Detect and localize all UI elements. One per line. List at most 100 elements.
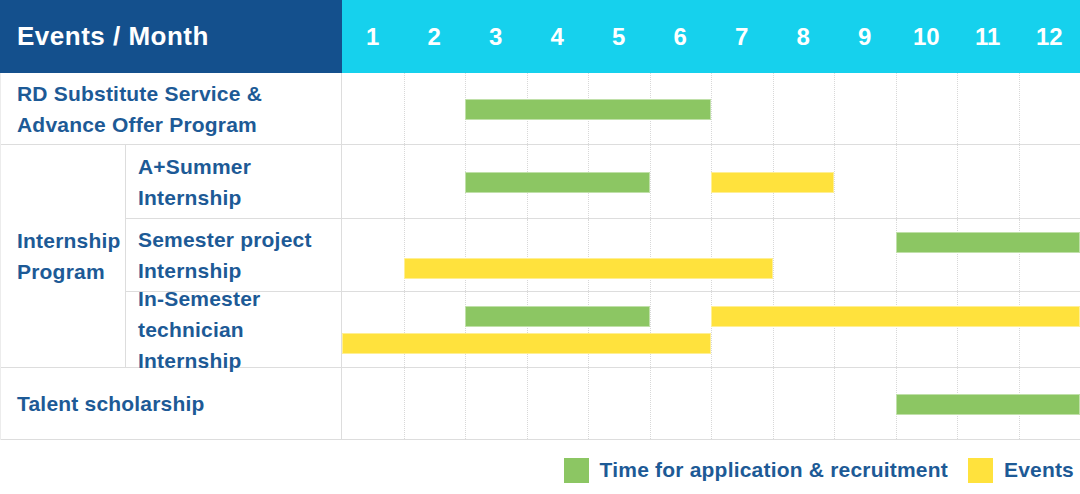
row-label: Talent scholarship — [1, 368, 342, 439]
group-rows: A+SummerInternshipSemester projectIntern… — [126, 145, 1080, 367]
month-label-2: 2 — [404, 0, 466, 73]
month-grid-line — [465, 368, 466, 439]
event-subrow: In-Semestertechnician Internship — [126, 292, 1080, 367]
month-grid-line — [834, 368, 835, 439]
month-label-7: 7 — [711, 0, 773, 73]
timeline-cell — [342, 368, 1080, 439]
month-grid-line — [896, 73, 897, 144]
recruitment-bar — [465, 172, 650, 193]
event-subrow: Semester projectInternship — [126, 219, 1080, 292]
month-label-3: 3 — [465, 0, 527, 73]
month-grid-line — [834, 292, 835, 367]
month-grid-line — [711, 73, 712, 144]
recruitment-bar — [896, 394, 1080, 415]
recruitment-bar — [896, 232, 1080, 253]
month-grid-line — [834, 219, 835, 291]
month-grid-line — [650, 219, 651, 291]
subrow-label-line: In-Semester — [138, 283, 341, 314]
month-grid-line — [773, 219, 774, 291]
month-grid-line — [834, 73, 835, 144]
month-grid-line — [650, 145, 651, 218]
row-label-line: Advance Offer Program — [17, 109, 341, 140]
gantt-schedule-chart: Events / Month 123456789101112 RD Substi… — [0, 0, 1080, 494]
timeline-cell — [342, 145, 1080, 218]
month-grid-line — [896, 145, 897, 218]
month-label-6: 6 — [650, 0, 712, 73]
row-label-line: RD Substitute Service & — [17, 78, 341, 109]
month-grid-line — [957, 145, 958, 218]
group-label: InternshipProgram — [1, 145, 126, 367]
legend-label: Time for application & recruitment — [600, 458, 948, 482]
month-grid-line — [527, 368, 528, 439]
group-label-line: Internship — [17, 225, 125, 256]
month-label-9: 9 — [834, 0, 896, 73]
timeline-cell — [342, 292, 1080, 367]
events-month-header: Events / Month — [0, 0, 342, 73]
legend: Time for application & recruitment Events — [564, 455, 1074, 485]
month-grid-line — [465, 292, 466, 367]
month-grid-line — [1019, 219, 1020, 291]
month-grid-line — [773, 292, 774, 367]
month-header-row: 123456789101112 — [342, 0, 1080, 73]
month-label-8: 8 — [773, 0, 835, 73]
month-grid-line — [957, 292, 958, 367]
event-swatch — [968, 458, 993, 483]
event-row: Talent scholarship — [1, 368, 1080, 440]
event-subrow: A+SummerInternship — [126, 145, 1080, 219]
subrow-label: A+SummerInternship — [126, 145, 342, 218]
events-month-table: Events / Month 123456789101112 RD Substi… — [0, 0, 1080, 440]
legend-item-event: Events — [968, 458, 1074, 483]
month-grid-line — [896, 219, 897, 291]
month-grid-line — [957, 219, 958, 291]
month-grid-line — [834, 145, 835, 218]
month-grid-line — [527, 219, 528, 291]
month-grid-line — [527, 292, 528, 367]
legend-label: Events — [1004, 458, 1074, 482]
month-label-12: 12 — [1019, 0, 1080, 73]
event-bar — [711, 172, 834, 193]
month-label-4: 4 — [527, 0, 589, 73]
month-grid-line — [1019, 292, 1020, 367]
recruitment-bar — [465, 99, 711, 120]
month-grid-line — [588, 368, 589, 439]
month-grid-line — [404, 368, 405, 439]
month-grid-line — [404, 73, 405, 144]
legend-item-recruitment: Time for application & recruitment — [564, 458, 948, 483]
month-grid-line — [650, 292, 651, 367]
month-grid-line — [711, 292, 712, 367]
month-label-11: 11 — [957, 0, 1019, 73]
month-grid-line — [588, 292, 589, 367]
recruitment-bar — [465, 306, 650, 327]
month-grid-line — [773, 73, 774, 144]
month-label-1: 1 — [342, 0, 404, 73]
group-label-line: Program — [17, 256, 125, 287]
month-grid-line — [1019, 145, 1020, 218]
row-label-line: Talent scholarship — [17, 388, 341, 419]
month-label-10: 10 — [896, 0, 958, 73]
subrow-label-line: technician Internship — [138, 314, 341, 376]
event-bar — [404, 258, 773, 279]
subrow-label-line: Internship — [138, 182, 341, 213]
month-grid-line — [404, 219, 405, 291]
event-row: RD Substitute Service &Advance Offer Pro… — [1, 73, 1080, 145]
event-bar — [711, 306, 1080, 327]
month-grid-line — [773, 368, 774, 439]
month-grid-line — [711, 219, 712, 291]
month-grid-line — [404, 292, 405, 367]
subrow-label-line: A+Summer — [138, 151, 341, 182]
row-label: RD Substitute Service &Advance Offer Pro… — [1, 73, 342, 144]
event-bar — [342, 333, 711, 354]
table-body: RD Substitute Service &Advance Offer Pro… — [0, 73, 1080, 440]
month-grid-line — [711, 368, 712, 439]
subrow-label: Semester projectInternship — [126, 219, 342, 291]
table-header-row: Events / Month 123456789101112 — [0, 0, 1080, 73]
month-grid-line — [588, 219, 589, 291]
month-grid-line — [896, 292, 897, 367]
month-grid-line — [404, 145, 405, 218]
month-grid-line — [1019, 73, 1020, 144]
month-grid-line — [650, 368, 651, 439]
month-label-5: 5 — [588, 0, 650, 73]
row-group: InternshipProgramA+SummerInternshipSemes… — [1, 145, 1080, 368]
timeline-cell — [342, 73, 1080, 144]
subrow-label-line: Internship — [138, 255, 341, 286]
